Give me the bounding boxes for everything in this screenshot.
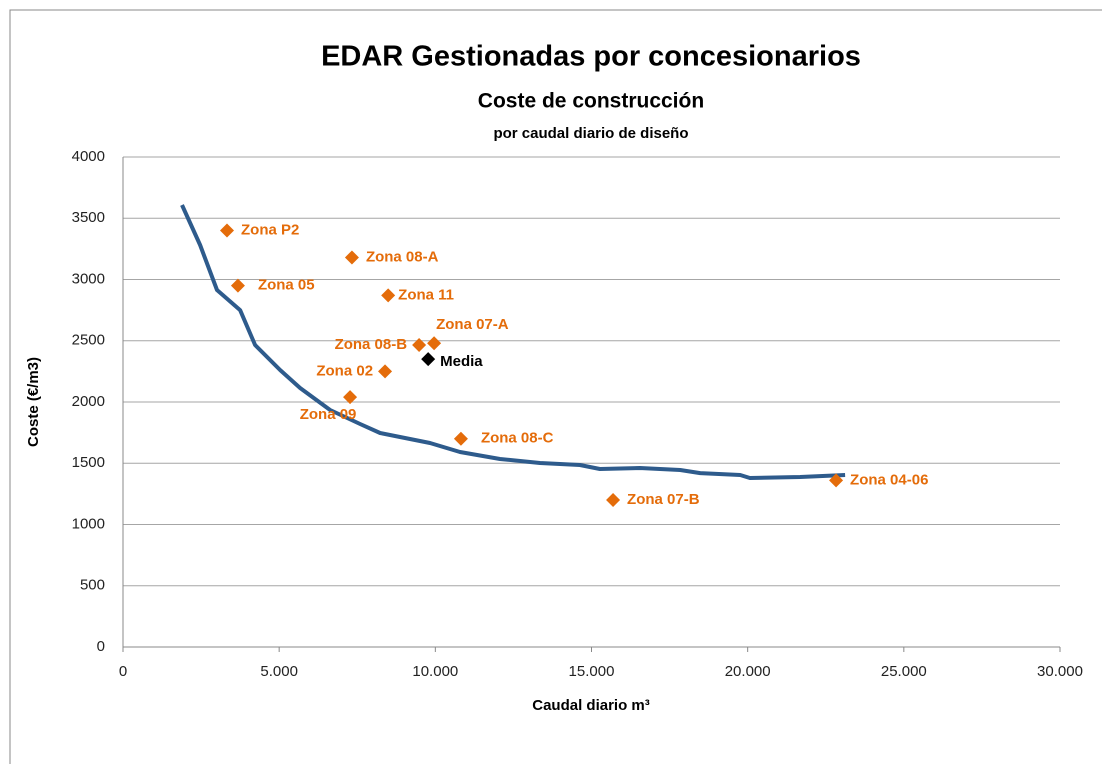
point-label: Zona 08-B (335, 336, 408, 353)
point (343, 390, 358, 405)
point (453, 431, 468, 446)
y-tick-label: 3500 (72, 209, 105, 226)
point-label: Zona 07-B (627, 491, 700, 508)
x-tick-label: 30.000 (1037, 663, 1083, 680)
x-tick-label: 20.000 (725, 663, 771, 680)
y-tick-label: 1000 (72, 515, 105, 532)
point-label: Zona P2 (241, 221, 299, 238)
point (344, 250, 359, 265)
x-tick-label: 15.000 (569, 663, 615, 680)
point (220, 223, 235, 238)
x-tick-label: 0 (119, 663, 127, 680)
point-label: Zona 08-A (366, 248, 439, 265)
y-tick-label: 2000 (72, 393, 105, 410)
chart-title: EDAR Gestionadas por concesionarios (321, 41, 861, 73)
point-label: Media (440, 353, 483, 370)
point (606, 493, 621, 507)
point-label: Zona 02 (316, 362, 373, 379)
chart-subtitle: por caudal diario de diseño (493, 125, 688, 142)
point (412, 338, 427, 353)
point-label: Zona 04-06 (850, 471, 928, 488)
point (421, 352, 436, 367)
chart-subtitle: Coste de construcción (478, 90, 704, 113)
y-tick-label: 1500 (72, 454, 105, 471)
point (829, 473, 844, 488)
y-tick-label: 0 (97, 638, 105, 655)
x-tick-label: 10.000 (412, 663, 458, 680)
point-label: Zona 08-C (481, 430, 554, 447)
point (378, 364, 393, 379)
y-tick-label: 2500 (72, 332, 105, 349)
point-label: Zona 07-A (436, 316, 509, 333)
y-tick-label: 4000 (72, 148, 105, 165)
y-tick-label: 500 (80, 577, 105, 594)
chart-frame (9, 9, 1102, 764)
x-axis-label: Caudal diario m³ (532, 697, 650, 714)
y-axis-label: Coste (€/m3) (25, 357, 42, 447)
point-label: Zona 11 (398, 286, 454, 303)
point (381, 288, 396, 303)
curve (180, 204, 846, 480)
point-label: Zona 09 (300, 406, 357, 423)
point (230, 278, 245, 293)
point (427, 336, 442, 351)
y-tick-label: 3000 (72, 270, 105, 287)
point-label: Zona 05 (258, 277, 315, 294)
x-tick-label: 5.000 (260, 663, 298, 680)
x-tick-label: 25.000 (881, 663, 927, 680)
